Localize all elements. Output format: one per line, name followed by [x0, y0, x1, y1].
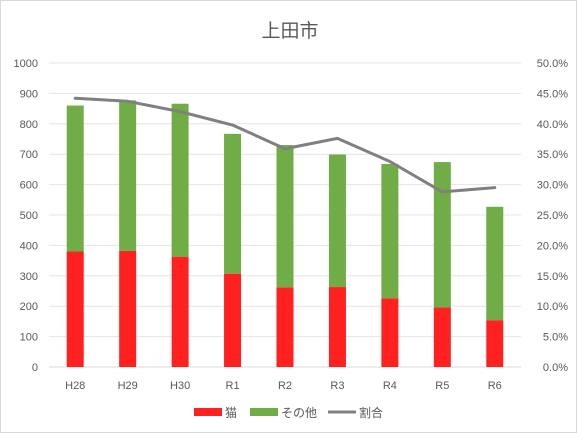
x-tick-label: R4 [383, 380, 397, 392]
y-tick-label: 1000 [14, 58, 38, 70]
y2-tick-label: 45.0% [537, 88, 568, 100]
y2-tick-label: 10.0% [537, 301, 568, 313]
ratio-line [73, 96, 497, 194]
bar-cat-R2 [276, 287, 294, 367]
bar-other-H28 [66, 105, 84, 252]
x-tick-label: R3 [330, 380, 344, 392]
chart-title: 上田市 [261, 20, 318, 42]
bar-other-R1 [224, 133, 242, 274]
x-axis: H28 H29 H30 R1 R2 R3 R4 R5 R6 [65, 380, 502, 392]
bar-cat-H30 [171, 256, 189, 367]
legend-swatch-other [250, 408, 278, 416]
bar-cat-R5 [433, 307, 451, 367]
legend-swatch-cat [194, 408, 222, 416]
bar-cat-H28 [66, 251, 84, 367]
bar-other-R6 [486, 206, 504, 321]
bar-cat-R6 [486, 320, 504, 367]
y2-tick-label: 25.0% [537, 210, 568, 222]
y-tick-label: 500 [20, 210, 38, 222]
x-tick-label: H29 [118, 380, 138, 392]
bar-other-R2 [276, 145, 294, 288]
x-tick-label: R5 [435, 380, 449, 392]
y2-tick-label: 0.0% [543, 362, 568, 374]
y-tick-label: 800 [20, 119, 38, 131]
x-tick-label: R2 [278, 380, 292, 392]
bar-other-H30 [171, 103, 189, 257]
legend-label-other: その他 [281, 406, 317, 420]
y-axis-left: 0 100 200 300 400 500 600 700 800 900 1000 [14, 58, 38, 374]
bar-other-R3 [328, 154, 346, 288]
y2-tick-label: 40.0% [537, 119, 568, 131]
legend-label-cat: 猫 [225, 406, 237, 420]
y-tick-label: 900 [20, 88, 38, 100]
legend-label-ratio: 割合 [359, 405, 383, 420]
x-tick-label: R6 [488, 380, 502, 392]
y2-tick-label: 15.0% [537, 271, 568, 283]
y-tick-label: 200 [20, 301, 38, 313]
y2-tick-label: 50.0% [537, 58, 568, 70]
y-tick-label: 700 [20, 149, 38, 161]
x-tick-label: R1 [226, 380, 240, 392]
y-axis-right: 0.0% 5.0% 10.0% 15.0% 20.0% 25.0% 30.0% 35.0% 40… [537, 58, 568, 374]
y-tick-label: 100 [20, 332, 38, 344]
y-tick-label: 300 [20, 271, 38, 283]
x-tick-label: H30 [170, 380, 190, 392]
y2-tick-label: 30.0% [537, 180, 568, 192]
y-tick-label: 400 [20, 240, 38, 252]
bar-other-R5 [433, 162, 451, 308]
y-tick-label: 0 [32, 362, 38, 374]
legend: 猫 その他 割合 [194, 405, 383, 420]
bar-cat-R3 [328, 287, 346, 367]
x-tick-label: H28 [65, 380, 85, 392]
y2-tick-label: 5.0% [543, 332, 568, 344]
bar-cat-R1 [224, 273, 242, 367]
bar-cat-H29 [119, 250, 137, 367]
bar-cat-R4 [381, 298, 399, 367]
bars [66, 100, 504, 367]
y-tick-label: 600 [20, 180, 38, 192]
bar-other-R4 [381, 163, 399, 299]
ratio-line-path [73, 96, 497, 194]
y2-tick-label: 20.0% [537, 240, 568, 252]
bar-other-H29 [119, 100, 137, 251]
y2-tick-label: 35.0% [537, 149, 568, 161]
